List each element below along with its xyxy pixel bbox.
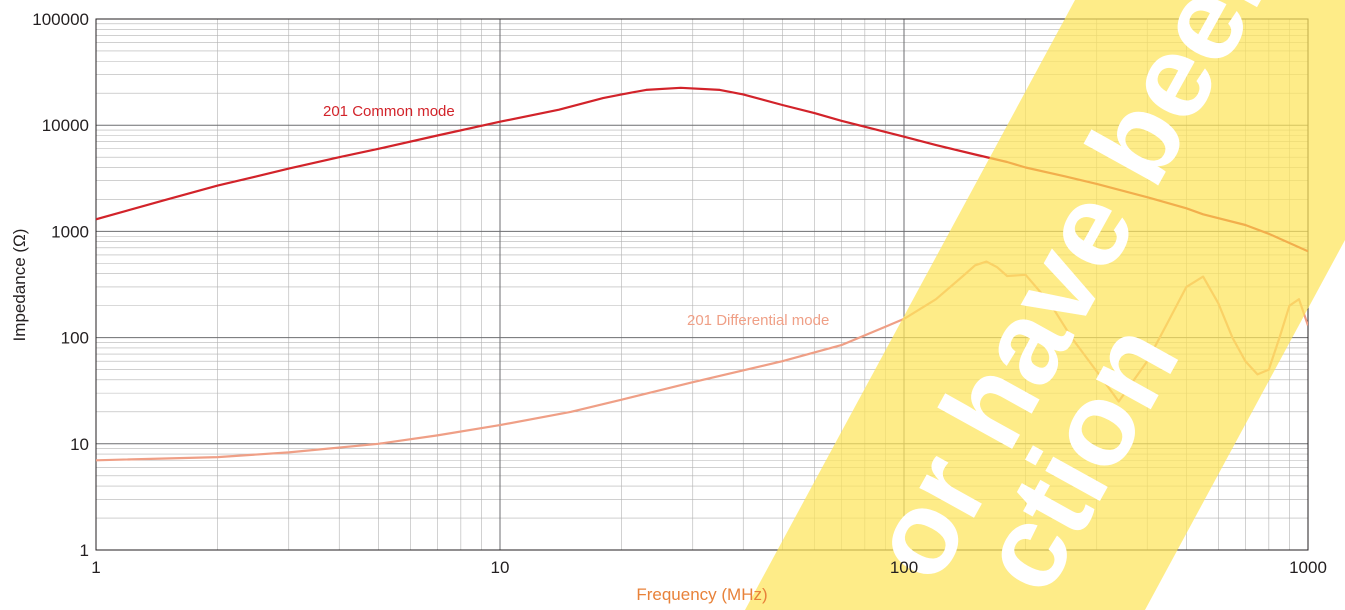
y-tick-label: 100 xyxy=(61,329,89,348)
x-tick-labels: 1 10 100 1000 xyxy=(91,558,1327,577)
y-axis-label: Impedance (Ω) xyxy=(10,229,29,342)
x-tick-label: 1 xyxy=(91,558,100,577)
x-axis-label: Frequency (MHz) xyxy=(636,585,767,604)
series-label-differential-mode: 201 Differential mode xyxy=(687,312,829,329)
y-tick-label: 100000 xyxy=(32,10,89,29)
y-tick-label: 10000 xyxy=(42,116,89,135)
y-tick-label: 1 xyxy=(80,541,89,560)
y-tick-labels: 1 10 100 1000 10000 100000 xyxy=(32,10,89,560)
y-tick-label: 1000 xyxy=(51,222,89,241)
series-label-common-mode: 201 Common mode xyxy=(323,103,455,120)
x-tick-label: 100 xyxy=(890,558,918,577)
watermark-band xyxy=(745,0,1345,610)
x-tick-label: 10 xyxy=(491,558,510,577)
x-tick-label: 1000 xyxy=(1289,558,1327,577)
y-tick-label: 10 xyxy=(70,435,89,454)
